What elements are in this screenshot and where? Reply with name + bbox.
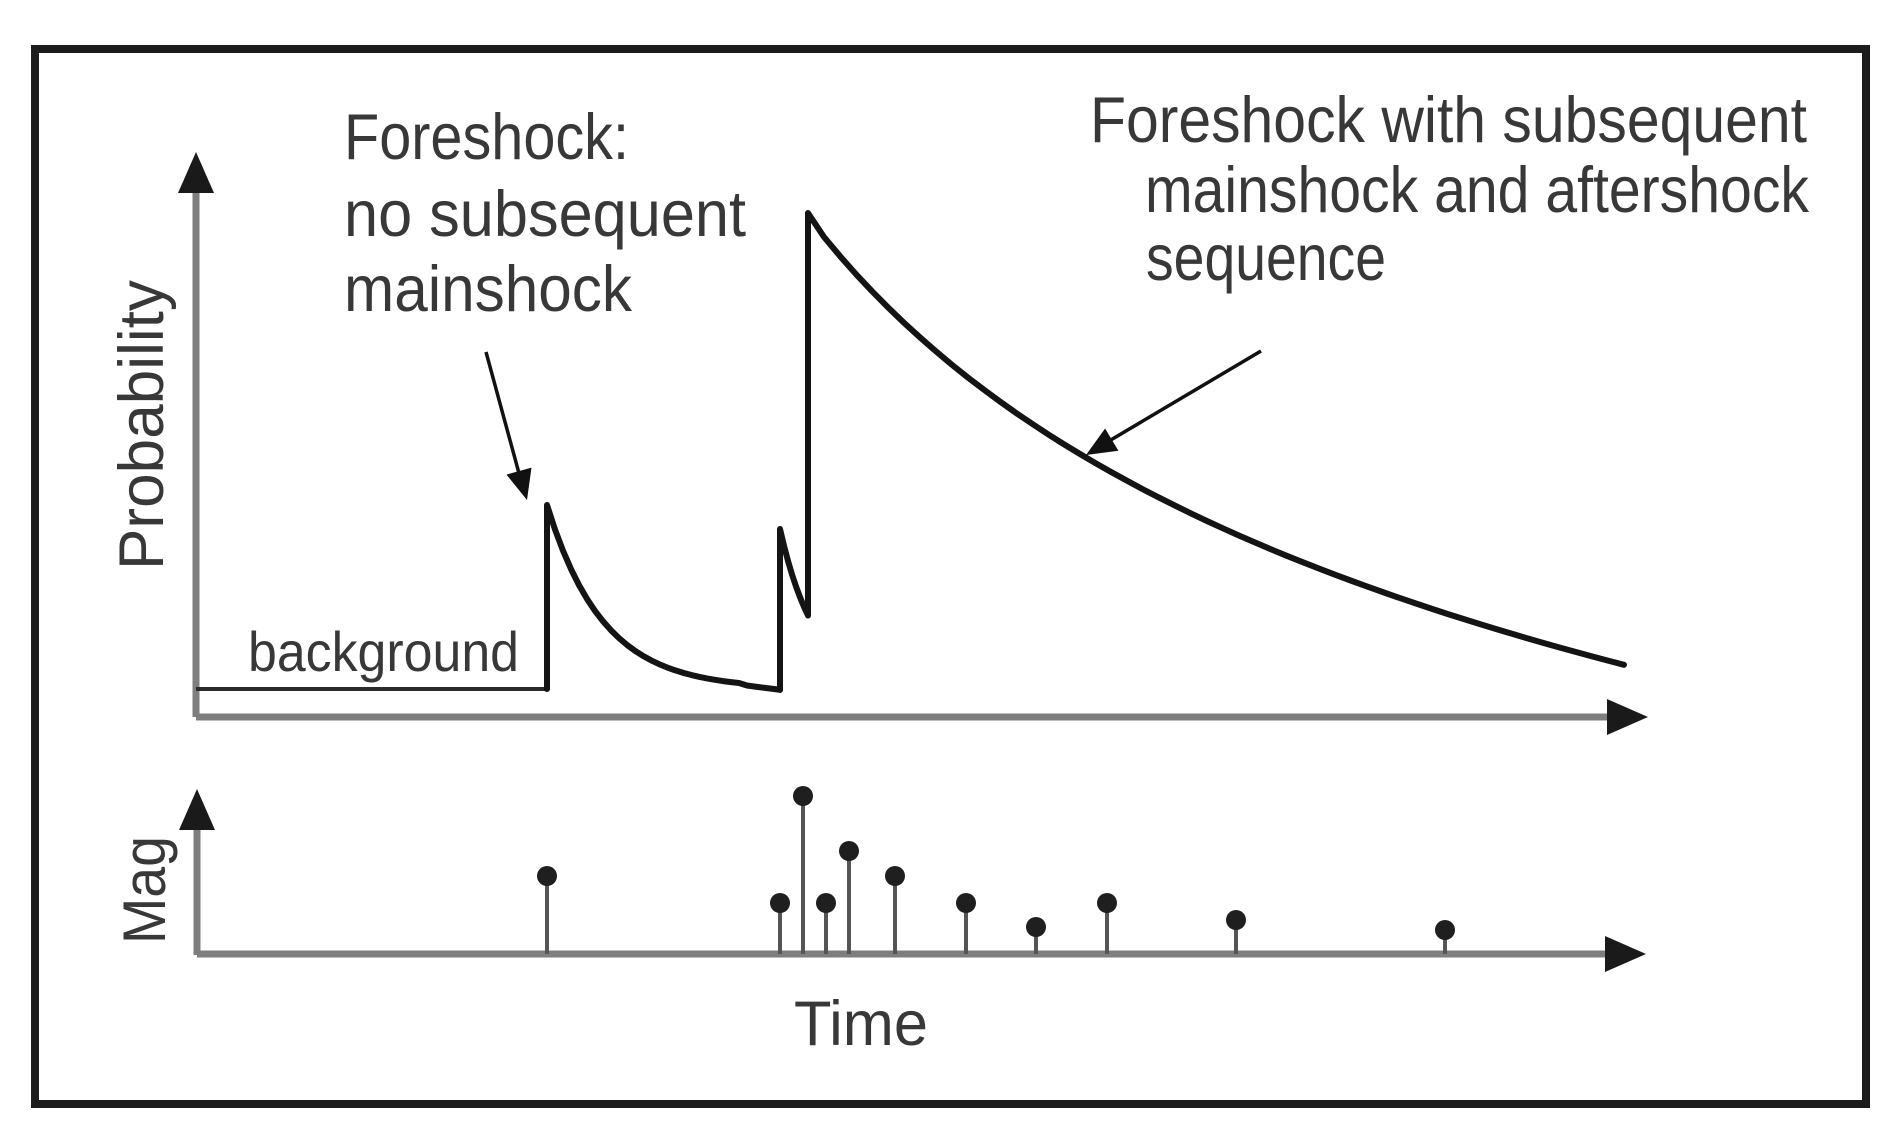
svg-text:mainshock: mainshock xyxy=(344,252,632,325)
svg-text:no subsequent: no subsequent xyxy=(344,177,746,250)
svg-text:mainshock and aftershock: mainshock and aftershock xyxy=(1145,153,1809,226)
svg-text:Mag: Mag xyxy=(111,836,178,944)
svg-text:Foreshock with subsequent: Foreshock with subsequent xyxy=(1090,83,1807,156)
svg-text:sequence: sequence xyxy=(1146,221,1386,294)
svg-text:Probability: Probability xyxy=(107,280,177,570)
svg-text:Time: Time xyxy=(794,989,928,1059)
svg-text:background: background xyxy=(248,620,519,683)
svg-text:Foreshock:: Foreshock: xyxy=(344,100,629,173)
